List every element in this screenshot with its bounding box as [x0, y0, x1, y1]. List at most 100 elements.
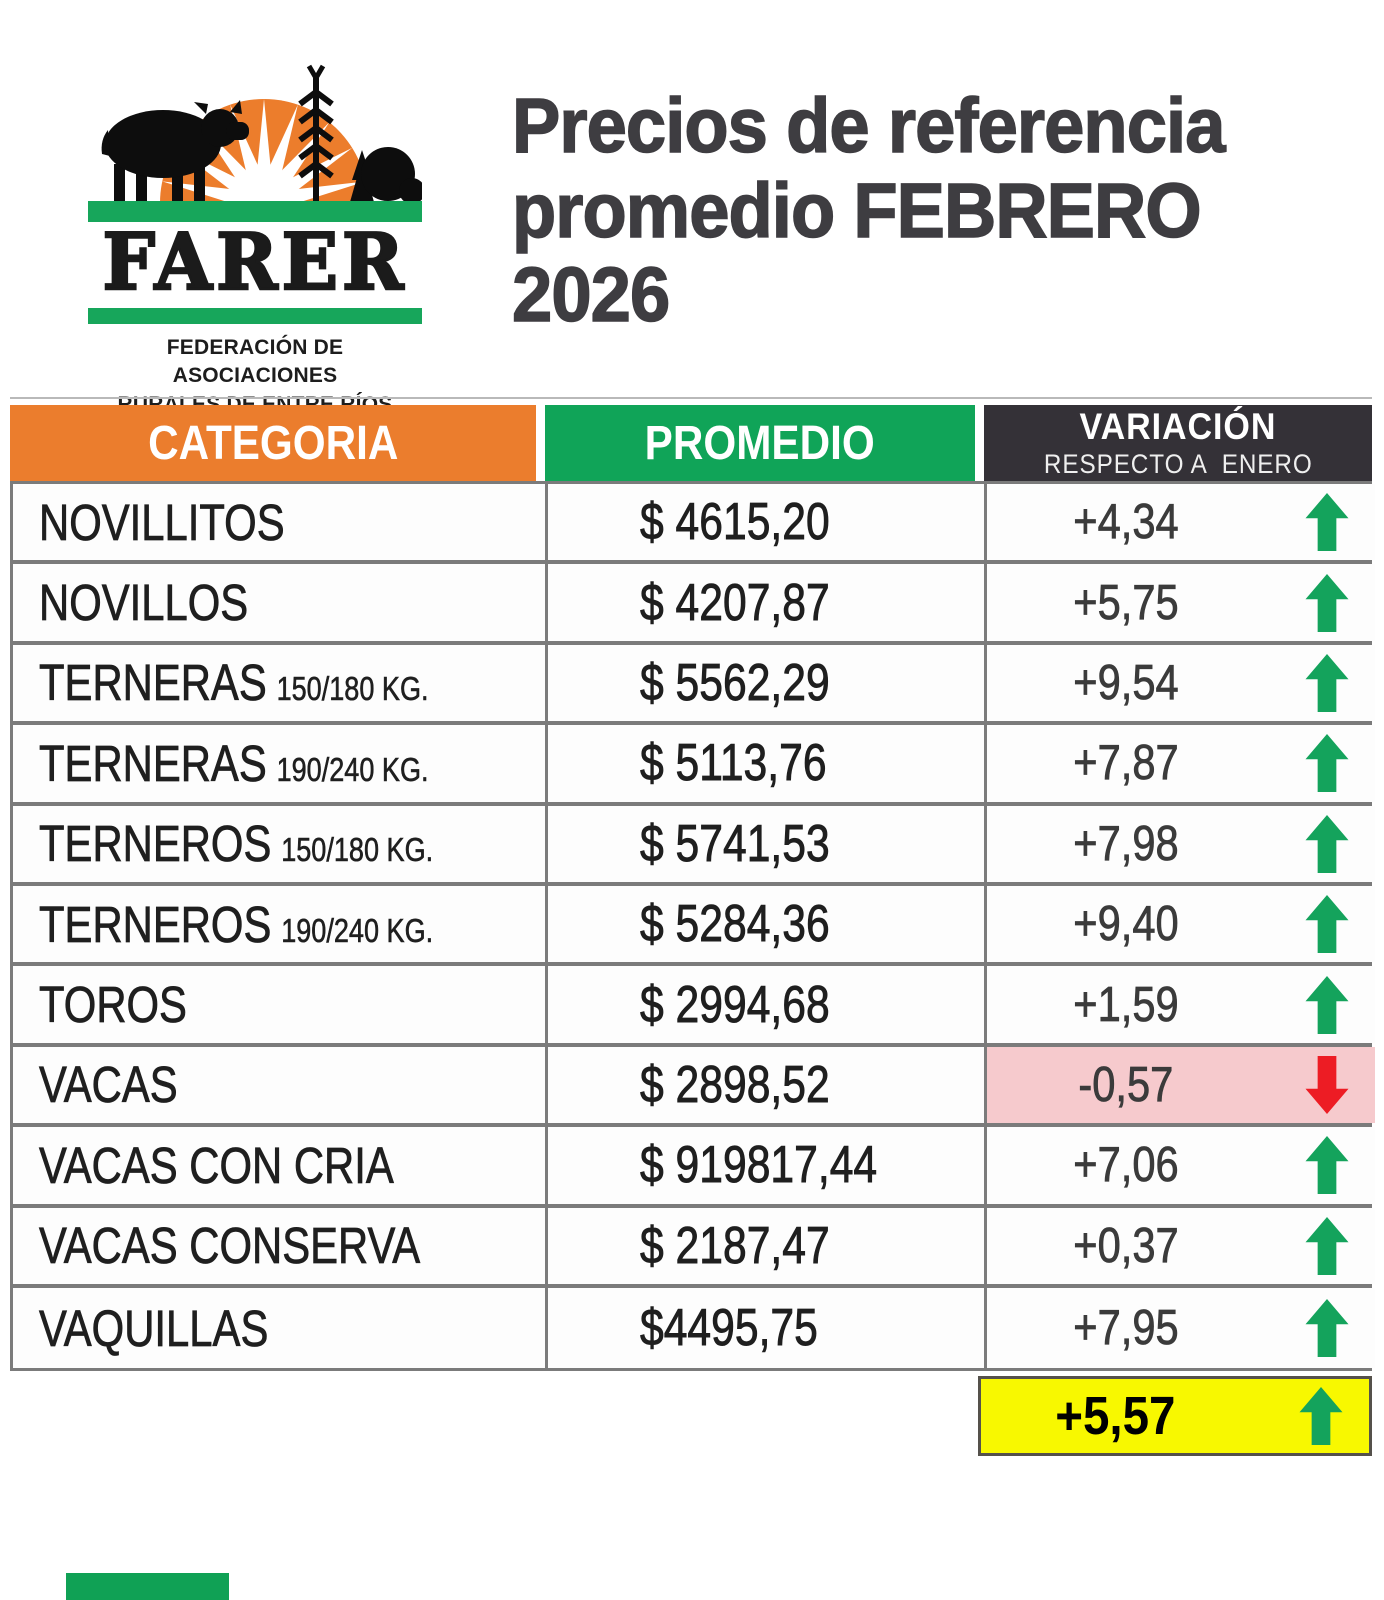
title-line-3: 2026	[511, 252, 671, 339]
farer-logo: FARER FEDERACIÓN DE ASOCIACIONES RURALES…	[88, 52, 422, 419]
price-table: CATEGORIA PROMEDIO VARIACIÓN RESPECTO A …	[10, 397, 1375, 1457]
up-arrow-icon	[1305, 493, 1349, 551]
row-average-price: $4495,75	[640, 1299, 819, 1358]
variation-cell: +7,98	[987, 805, 1375, 882]
category-cell: VAQUILLAS	[13, 1287, 548, 1369]
variation-cell: +4,34	[987, 484, 1375, 561]
category-cell: NOVILLOS	[13, 564, 548, 641]
table-row: VACAS CONSERVA $ 2187,47 +0,37	[13, 1207, 1375, 1288]
brand-wordmark: FARER	[101, 217, 408, 309]
row-variation: +9,40	[1073, 897, 1179, 952]
average-price-cell: $4495,75	[548, 1287, 987, 1369]
row-category: VACAS	[39, 1056, 178, 1114]
row-variation: +7,95	[1073, 1301, 1179, 1356]
header-variacion: VARIACIÓN RESPECTO A ENERO	[984, 405, 1372, 481]
up-arrow-icon	[1305, 815, 1349, 873]
wheat-icon	[298, 64, 334, 202]
up-arrow-icon	[1305, 1136, 1349, 1194]
row-category: VAQUILLAS	[39, 1299, 269, 1357]
table-row: TERNERAS 190/240 KG. $ 5113,76 +7,87	[13, 725, 1375, 806]
header-categoria: CATEGORIA	[10, 405, 545, 481]
variation-cell: +7,06	[987, 1127, 1375, 1204]
row-average-price: $ 2898,52	[640, 1055, 830, 1114]
trees-icon	[350, 147, 422, 204]
title-line-1: Precios de referencia	[511, 83, 1226, 169]
row-average-price: $ 5562,29	[640, 653, 830, 713]
average-price-cell: $ 5113,76	[548, 725, 987, 802]
row-weight-range: 190/240 KG.	[281, 911, 434, 949]
title-line-2: promedio FEBRERO	[511, 167, 1202, 254]
average-price-cell: $ 4615,20	[548, 484, 987, 561]
logo-ground-bar	[88, 201, 422, 222]
variation-cell: +0,37	[987, 1207, 1375, 1284]
table-row: VAQUILLAS $4495,75 +7,95	[13, 1287, 1375, 1369]
average-price-cell: $ 5284,36	[548, 885, 987, 963]
average-price-cell: $ 5562,29	[548, 644, 987, 722]
table-row: TERNEROS 150/180 KG. $ 5741,53 +7,98	[13, 805, 1375, 886]
category-cell: TERNEROS 190/240 KG.	[13, 885, 548, 963]
row-category: NOVILLOS	[39, 574, 249, 632]
variation-cell: +9,54	[987, 644, 1375, 722]
row-variation: +7,06	[1073, 1138, 1179, 1193]
variation-cell: +5,75	[987, 564, 1375, 641]
header-promedio: PROMEDIO	[545, 405, 984, 481]
average-price-cell: $ 2898,52	[548, 1046, 987, 1124]
category-cell: VACAS CON CRIA	[13, 1127, 548, 1204]
row-variation: -0,57	[1078, 1057, 1174, 1113]
average-price-cell: $ 2994,68	[548, 966, 987, 1043]
row-average-price: $ 2994,68	[640, 975, 830, 1034]
category-cell: VACAS	[13, 1046, 548, 1124]
table-row: TOROS $ 2994,68 +1,59	[13, 966, 1375, 1047]
row-category: VACAS CON CRIA	[39, 1136, 394, 1194]
up-arrow-icon	[1305, 895, 1349, 953]
up-arrow-icon	[1299, 1387, 1343, 1445]
row-variation: +5,75	[1073, 575, 1179, 630]
summary-variation-cell: +5,57	[978, 1376, 1372, 1457]
table-row: VACAS $ 2898,52 -0,57	[13, 1046, 1375, 1128]
category-cell: VACAS CONSERVA	[13, 1207, 548, 1284]
row-category: TOROS	[39, 976, 188, 1034]
farer-logo-art	[88, 64, 422, 222]
row-variation: +0,37	[1073, 1218, 1179, 1273]
row-category: VACAS CONSERVA	[39, 1217, 421, 1275]
variation-cell: +7,95	[987, 1287, 1375, 1369]
row-average-price: $ 5284,36	[640, 895, 830, 954]
table-row: TERNERAS 150/180 KG. $ 5562,29 +9,54	[13, 644, 1375, 726]
row-average-price: $ 5113,76	[640, 734, 827, 793]
row-weight-range: 150/180 KG.	[281, 831, 434, 869]
category-cell: TERNEROS 150/180 KG.	[13, 805, 548, 882]
table-row: NOVILLITOS $ 4615,20 +4,34	[13, 484, 1375, 565]
summary-variation-value: +5,57	[1054, 1386, 1176, 1447]
row-variation: +9,54	[1073, 655, 1179, 711]
row-weight-range: 150/180 KG.	[276, 670, 429, 708]
row-average-price: $ 4207,87	[640, 573, 830, 632]
logo-subtitle-line1: FEDERACIÓN DE ASOCIACIONES	[166, 336, 344, 388]
table-body: NOVILLITOS $ 4615,20 +4,34 NOVILLOS $ 42…	[10, 481, 1375, 1372]
category-cell: TOROS	[13, 966, 548, 1043]
up-arrow-icon	[1305, 976, 1349, 1034]
row-average-price: $ 919817,44	[640, 1136, 878, 1195]
row-category: TERNERAS	[39, 734, 267, 792]
table-row: NOVILLOS $ 4207,87 +5,75	[13, 564, 1375, 645]
row-variation: +7,98	[1073, 816, 1179, 871]
bottom-accent-bar	[66, 1573, 229, 1600]
variation-cell: +7,87	[987, 725, 1375, 802]
row-variation: +1,59	[1073, 977, 1179, 1032]
row-category: TERNEROS	[39, 815, 272, 873]
row-variation: +4,34	[1073, 495, 1179, 550]
row-average-price: $ 2187,47	[640, 1216, 830, 1275]
header-variacion-subtitle: RESPECTO A ENERO	[1043, 449, 1313, 479]
page-title: Precios de referencia promedio FEBRERO 2…	[511, 83, 1283, 339]
up-arrow-icon	[1305, 734, 1349, 792]
up-arrow-icon	[1305, 574, 1349, 632]
up-arrow-icon	[1305, 1217, 1349, 1275]
summary-row: +5,57	[10, 1376, 1372, 1457]
up-arrow-icon	[1305, 1299, 1349, 1357]
table-header-row: CATEGORIA PROMEDIO VARIACIÓN RESPECTO A …	[10, 399, 1372, 481]
up-arrow-icon	[1305, 654, 1349, 712]
cow-icon	[101, 100, 249, 203]
category-cell: TERNERAS 150/180 KG.	[13, 644, 548, 722]
variation-cell: -0,57	[987, 1046, 1375, 1124]
category-cell: TERNERAS 190/240 KG.	[13, 725, 548, 802]
average-price-cell: $ 2187,47	[548, 1207, 987, 1284]
